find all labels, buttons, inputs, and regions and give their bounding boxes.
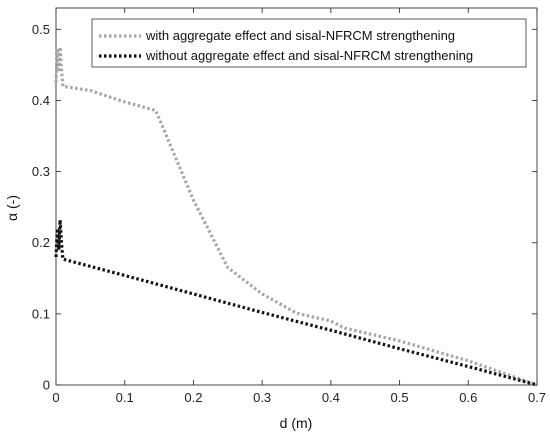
x-tick-label: 0.3 [253, 390, 271, 405]
series-line-0 [54, 45, 538, 387]
series-layer [54, 45, 538, 387]
x-tick-label: 0.1 [116, 390, 134, 405]
legend: with aggregate effect and sisal-NFRCM st… [91, 18, 527, 68]
x-tick-label: 0.6 [459, 390, 477, 405]
y-axis-label: α (-) [4, 195, 20, 221]
x-tick-label: 0.5 [391, 390, 409, 405]
y-tick-label: 0 [43, 378, 50, 393]
y-tick-label: 0.5 [32, 22, 50, 37]
y-tick-label: 0.3 [32, 164, 50, 179]
series-line-1 [54, 218, 538, 387]
y-tick-label: 0.1 [32, 306, 50, 321]
legend-box [91, 18, 527, 68]
y-tick-label: 0.4 [32, 93, 50, 108]
y-tick-label: 0.2 [32, 235, 50, 250]
x-tick-label: 0 [52, 390, 59, 405]
legend-label-0: with aggregate effect and sisal-NFRCM st… [145, 28, 455, 43]
x-tick-label: 0.4 [322, 390, 340, 405]
y-axis: 0 0.1 0.2 0.3 0.4 0.5 [32, 22, 537, 393]
plot-frame [55, 7, 538, 386]
plot-area-border [55, 7, 538, 386]
x-tick-label: 0.2 [184, 390, 202, 405]
x-axis: 0 0.1 0.2 0.3 0.4 0.5 0.6 0.7 [52, 8, 546, 405]
x-tick-label: 0.7 [528, 390, 546, 405]
legend-label-1: without aggregate effect and sisal-NFRCM… [145, 48, 473, 63]
x-axis-label: d (m) [280, 415, 313, 431]
